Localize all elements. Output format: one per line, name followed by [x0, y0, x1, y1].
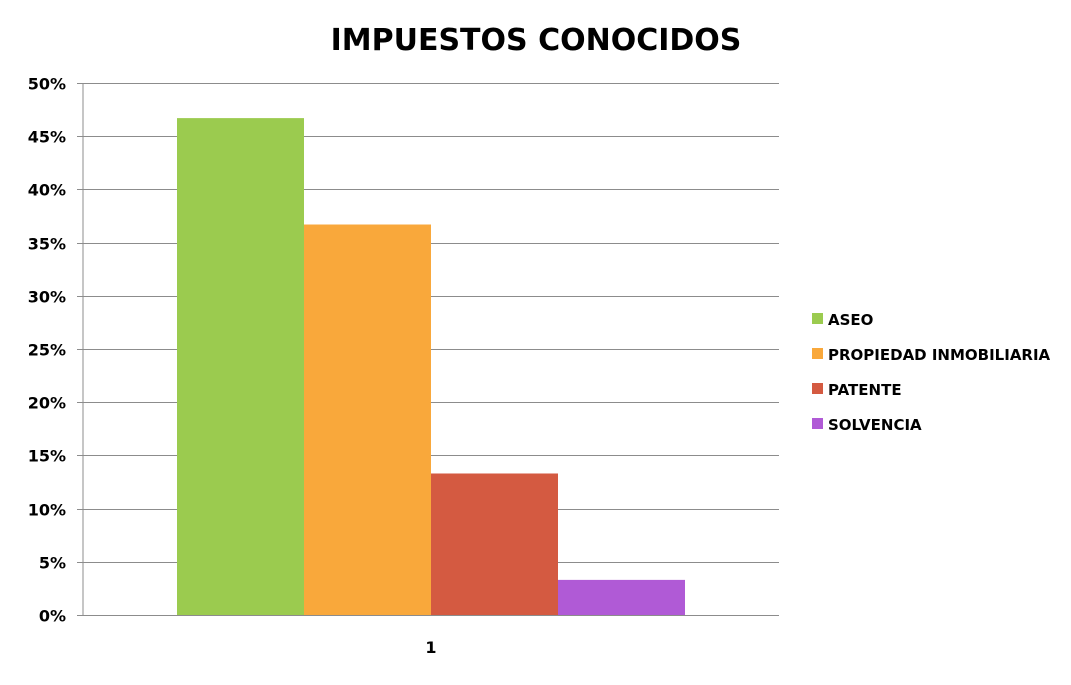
y-tick-label: 20% — [28, 394, 66, 413]
y-tick-label: 0% — [39, 607, 66, 626]
y-tick-label: 30% — [28, 288, 66, 307]
legend-swatch — [812, 418, 823, 429]
y-axis-tick-labels: 0% 5% 10% 15% 20% 25% 30% 35% 40% 45% 50% — [28, 75, 66, 626]
y-tick-label: 50% — [28, 75, 66, 94]
y-tick-label: 35% — [28, 235, 66, 254]
y-tick-label: 45% — [28, 128, 66, 147]
bar-patente — [431, 473, 558, 615]
y-tick-label: 10% — [28, 501, 66, 520]
legend-label: SOLVENCIA — [828, 416, 922, 434]
chart-title: IMPUESTOS CONOCIDOS — [331, 23, 742, 58]
legend-swatch — [812, 313, 823, 324]
y-tick-label: 5% — [39, 554, 66, 573]
legend-label: ASEO — [828, 311, 873, 329]
bars — [177, 118, 685, 615]
x-axis-category-labels: 1 — [425, 638, 436, 657]
legend-label: PATENTE — [828, 381, 902, 399]
bar-propiedad-inmobiliaria — [304, 224, 431, 615]
x-category-label: 1 — [425, 638, 436, 657]
y-tick-label: 25% — [28, 341, 66, 360]
y-tick-label: 40% — [28, 181, 66, 200]
legend-swatch — [812, 383, 823, 394]
bar-solvencia — [558, 579, 685, 615]
legend-swatch — [812, 348, 823, 359]
legend-label: PROPIEDAD INMOBILIARIA — [828, 346, 1051, 364]
legend: ASEO PROPIEDAD INMOBILIARIA PATENTE SOLVENC… — [812, 311, 1051, 434]
y-tick-label: 15% — [28, 447, 66, 466]
bar-aseo — [177, 118, 304, 615]
